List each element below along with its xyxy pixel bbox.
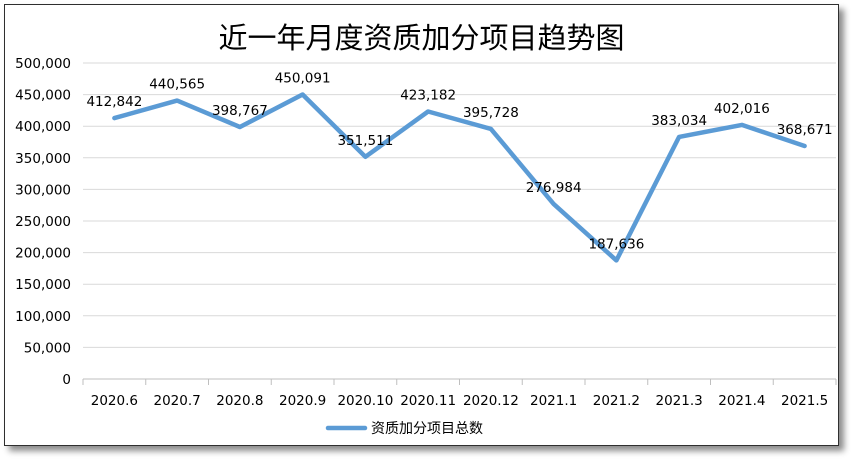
x-tick-label: 2021.3	[656, 393, 703, 409]
chart-title: 近一年月度资质加分项目趋势图	[218, 21, 625, 55]
data-label: 276,984	[526, 180, 582, 196]
data-label: 351,511	[337, 133, 393, 149]
data-label: 368,671	[777, 122, 833, 138]
y-tick-label: 450,000	[15, 88, 71, 104]
y-tick-label: 200,000	[15, 246, 71, 262]
y-tick-label: 300,000	[15, 182, 71, 198]
x-tick-label: 2021.2	[593, 393, 640, 409]
x-tick-label: 2020.12	[463, 393, 519, 409]
data-label: 450,091	[275, 71, 331, 87]
y-tick-label: 400,000	[15, 119, 71, 135]
chart-frame: 近一年月度资质加分项目趋势图 0 50,000 100,000 150,000 200,…	[4, 4, 839, 446]
y-tick-label: 250,000	[15, 214, 71, 230]
legend-label: 资质加分项目总数	[371, 421, 483, 437]
data-label: 440,565	[149, 77, 205, 93]
data-label: 395,728	[463, 105, 519, 121]
x-tick-label: 2021.1	[530, 393, 577, 409]
x-tick-label: 2020.8	[216, 393, 263, 409]
data-label: 398,767	[212, 103, 268, 119]
y-tick-label: 100,000	[15, 309, 71, 325]
data-label: 423,182	[400, 88, 456, 104]
x-tick-label: 2021.5	[781, 393, 828, 409]
x-tick-label: 2020.10	[337, 393, 393, 409]
line-chart: 0 50,000 100,000 150,000 200,000 250,000 300,0…	[15, 56, 837, 437]
x-tick-label: 2020.9	[279, 393, 326, 409]
y-tick-label: 500,000	[15, 56, 71, 72]
data-label: 187,636	[588, 236, 644, 252]
y-tick-label: 350,000	[15, 151, 71, 167]
y-tick-label: 0	[62, 372, 71, 388]
x-tick-label: 2020.11	[400, 393, 456, 409]
x-tick-label: 2020.6	[91, 393, 138, 409]
data-label: 402,016	[714, 101, 770, 117]
y-tick-label: 150,000	[15, 277, 71, 293]
x-tick-label: 2021.4	[718, 393, 765, 409]
series-line	[112, 92, 807, 263]
data-label: 383,034	[651, 113, 707, 129]
data-label: 412,842	[86, 94, 142, 110]
y-tick-label: 50,000	[24, 340, 71, 356]
x-tick-label: 2020.7	[154, 393, 201, 409]
